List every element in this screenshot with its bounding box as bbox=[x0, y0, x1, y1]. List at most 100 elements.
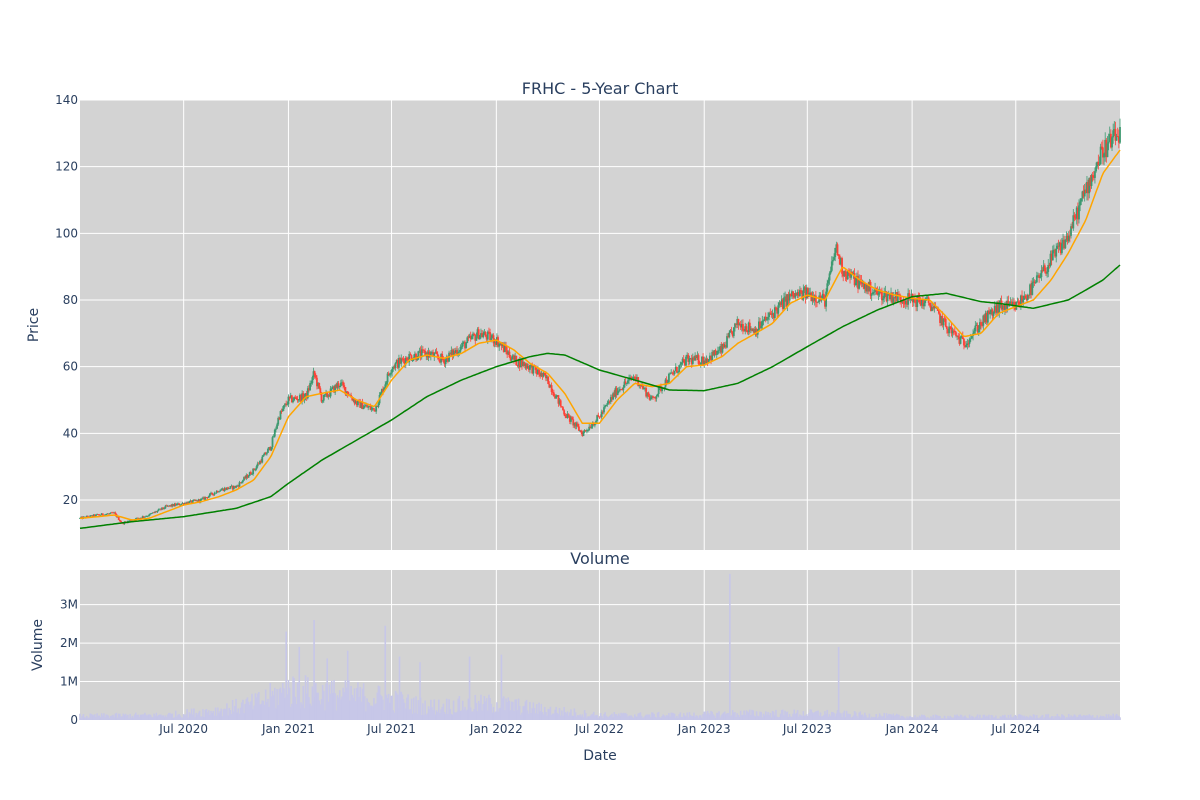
candle-body-up bbox=[780, 299, 783, 305]
candle-body-down bbox=[693, 357, 695, 361]
candle-body-up bbox=[251, 473, 253, 475]
candle-body-up bbox=[331, 386, 334, 389]
volume-bar bbox=[161, 715, 163, 720]
candle-body-down bbox=[1030, 284, 1033, 295]
volume-bar bbox=[1057, 716, 1060, 720]
volume-bar bbox=[1108, 716, 1111, 720]
candle-body-down bbox=[660, 386, 662, 391]
volume-bar bbox=[1020, 714, 1022, 720]
candle-body-down bbox=[1045, 271, 1047, 274]
candle-body-down bbox=[305, 393, 308, 399]
volume-bar bbox=[142, 714, 145, 720]
volume-bar bbox=[833, 713, 835, 720]
volume-bar bbox=[818, 715, 821, 720]
candle-body-up bbox=[678, 365, 681, 372]
volume-bar bbox=[138, 717, 141, 720]
volume-bar bbox=[991, 715, 994, 720]
volume-bar bbox=[286, 694, 289, 720]
candle-body-down bbox=[889, 294, 891, 300]
volume-bar bbox=[1009, 714, 1012, 720]
candle-body-up bbox=[975, 325, 978, 326]
candle-body-down bbox=[494, 341, 497, 345]
candle-body-down bbox=[881, 290, 883, 301]
volume-bar bbox=[572, 715, 575, 720]
volume-bar bbox=[1025, 716, 1028, 720]
candle-body-up bbox=[716, 350, 719, 355]
date-x-tick-label: Jan 2022 bbox=[469, 722, 523, 736]
candle-body-up bbox=[726, 336, 728, 348]
volume-bar bbox=[695, 715, 698, 720]
candle-body-down bbox=[318, 382, 321, 389]
volume-bar bbox=[336, 695, 339, 720]
volume-bar bbox=[1048, 717, 1051, 720]
volume-bar bbox=[120, 716, 122, 720]
volume-bar bbox=[280, 692, 283, 720]
volume-bar bbox=[523, 705, 526, 720]
candle-body-down bbox=[712, 351, 715, 356]
candle-body-up bbox=[612, 393, 614, 400]
candle-body-up bbox=[1022, 299, 1025, 303]
candle-body-up bbox=[933, 306, 936, 309]
candle-body-down bbox=[294, 397, 297, 398]
candle-body-up bbox=[886, 294, 889, 302]
volume-bar bbox=[318, 700, 321, 720]
candle-body-up bbox=[691, 357, 694, 364]
candle-body-up bbox=[431, 352, 433, 354]
volume-bar bbox=[980, 718, 982, 720]
candle-body-up bbox=[882, 298, 884, 301]
candle-body-up bbox=[904, 300, 907, 304]
candle-body-down bbox=[710, 355, 712, 361]
candle-body-up bbox=[719, 346, 722, 350]
volume-bar bbox=[764, 711, 767, 720]
volume-bar bbox=[1113, 718, 1116, 720]
candle-body-up bbox=[709, 355, 711, 360]
candle-body-down bbox=[153, 512, 155, 514]
candle-body-up bbox=[529, 365, 531, 370]
candle-body-down bbox=[547, 376, 550, 385]
candle-body-up bbox=[468, 335, 471, 338]
candle-body-up bbox=[854, 282, 857, 286]
volume-bar bbox=[486, 710, 489, 720]
volume-bar bbox=[305, 693, 308, 720]
volume-bar bbox=[956, 714, 958, 720]
candle-body-down bbox=[580, 430, 583, 433]
candle-body-down bbox=[316, 377, 318, 387]
volume-bar bbox=[300, 702, 302, 720]
candle-body-up bbox=[377, 403, 380, 407]
candle-body-down bbox=[648, 396, 651, 400]
volume-bar bbox=[345, 687, 348, 720]
candle-body-down bbox=[1116, 136, 1119, 137]
volume-bar bbox=[176, 716, 178, 720]
candle-body-up bbox=[292, 400, 294, 403]
volume-bar bbox=[1071, 716, 1073, 720]
volume-bar bbox=[802, 711, 805, 720]
candle-body-down bbox=[260, 460, 263, 463]
candle-body-down bbox=[227, 487, 229, 489]
volume-bar bbox=[996, 718, 998, 720]
volume-bar bbox=[385, 694, 388, 720]
volume-bar bbox=[598, 716, 601, 720]
candle-body-down bbox=[994, 306, 997, 313]
candle-body-down bbox=[1089, 177, 1092, 186]
volume-bar bbox=[723, 711, 726, 720]
candle-body-up bbox=[783, 297, 785, 309]
candle-body-up bbox=[638, 384, 641, 386]
candle-body-up bbox=[462, 341, 465, 343]
candle-body-down bbox=[87, 516, 89, 517]
candle-body-up bbox=[180, 503, 183, 505]
candle-body-down bbox=[584, 430, 587, 432]
candle-body-up bbox=[1042, 265, 1045, 272]
candle-body-down bbox=[565, 416, 568, 418]
candle-body-up bbox=[503, 345, 506, 352]
volume-bar bbox=[333, 679, 335, 720]
volume-bar bbox=[792, 713, 794, 720]
volume-bar bbox=[630, 715, 633, 720]
volume-bar bbox=[851, 716, 854, 720]
volume-bar bbox=[1007, 714, 1010, 720]
volume-bar bbox=[426, 713, 429, 720]
candle-body-up bbox=[674, 366, 677, 371]
candle-body-up bbox=[354, 401, 357, 404]
volume-bar bbox=[589, 715, 592, 720]
volume-bar bbox=[1054, 716, 1056, 720]
candle-body-up bbox=[1051, 250, 1054, 261]
